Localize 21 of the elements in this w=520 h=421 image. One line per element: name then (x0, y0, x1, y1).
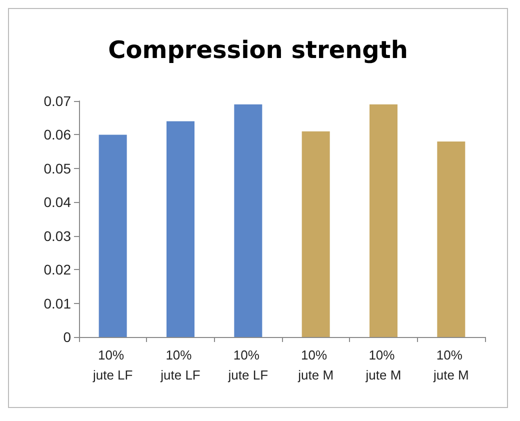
x-tick-label: 10% jute M (364, 348, 402, 382)
y-tick-label: 0.06 (44, 126, 72, 143)
x-tick-label: 10% jute LF (227, 348, 268, 382)
y-tick-label: 0.04 (44, 194, 72, 210)
bar (437, 141, 466, 337)
bar (234, 104, 262, 337)
y-tick-label: 0.02 (44, 262, 72, 278)
bar (166, 121, 194, 337)
y-tick-label: 0.05 (44, 160, 72, 176)
x-tick-label: 10% jute LF (92, 348, 133, 382)
y-tick-label: 0.01 (44, 295, 72, 312)
y-tick-label: 0 (63, 329, 72, 345)
x-tick-label: 10% jute M (297, 348, 334, 382)
bar (98, 134, 127, 337)
y-tick-label: 0.07 (44, 93, 72, 109)
bar (302, 131, 330, 337)
chart-title: Compression strength (108, 36, 408, 64)
y-tick-label: 0.03 (44, 228, 72, 244)
x-tick-label: 10% jute M (432, 348, 469, 382)
x-tick-label: 10% jute LF (160, 348, 200, 382)
bar (370, 104, 398, 337)
